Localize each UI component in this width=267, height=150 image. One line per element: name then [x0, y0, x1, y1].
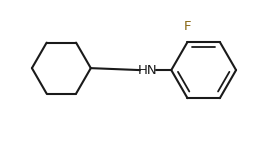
Text: F: F [184, 20, 191, 33]
Text: HN: HN [138, 64, 158, 77]
